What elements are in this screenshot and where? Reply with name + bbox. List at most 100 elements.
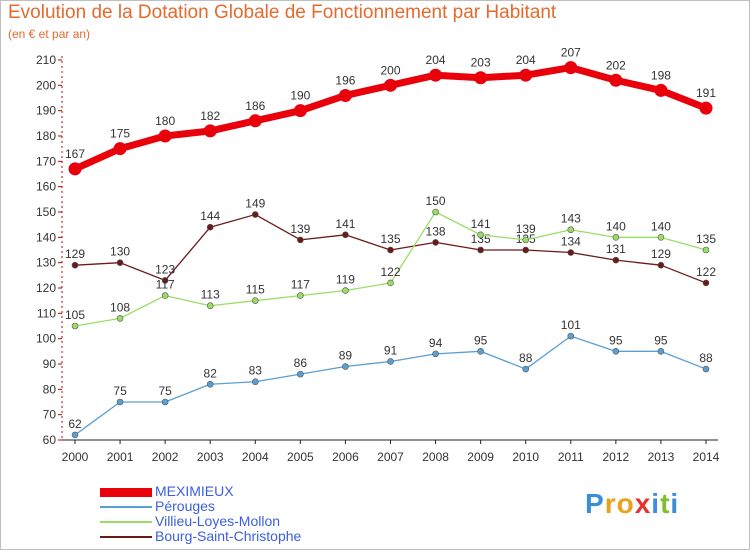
data-label: 88: [519, 351, 533, 365]
data-point: [654, 83, 668, 97]
data-label: 123: [155, 262, 175, 276]
data-point: [519, 68, 533, 82]
brand-letter: P: [585, 488, 605, 519]
data-point: [71, 261, 79, 269]
data-point: [342, 287, 349, 294]
data-label: 75: [113, 384, 127, 398]
data-point: [387, 279, 394, 287]
y-tick-label: 80: [43, 382, 57, 396]
data-label: 89: [339, 349, 353, 363]
data-point: [522, 365, 530, 373]
legend-swatch: [100, 506, 152, 508]
y-tick-label: 190: [36, 104, 56, 118]
data-point: [297, 236, 304, 244]
brand-letter: i: [651, 488, 661, 519]
data-label: 186: [245, 99, 265, 113]
data-label: 94: [429, 336, 443, 350]
x-tick-label: 2005: [287, 450, 314, 464]
data-label: 108: [110, 300, 130, 314]
legend-swatch: [100, 521, 152, 523]
legend-swatch: [100, 536, 152, 538]
y-tick-label: 60: [43, 433, 57, 447]
x-tick-label: 2002: [152, 450, 179, 464]
data-point: [297, 292, 304, 299]
data-point: [342, 231, 349, 239]
data-label: 175: [110, 127, 130, 141]
data-point: [161, 292, 169, 299]
data-label: 115: [246, 283, 265, 297]
legend-swatch: [100, 487, 152, 497]
data-label: 129: [65, 247, 85, 261]
x-tick-label: 2012: [603, 450, 630, 464]
data-label: 180: [155, 114, 175, 128]
data-point: [71, 322, 79, 330]
x-tick-label: 2009: [467, 450, 494, 464]
data-label: 113: [201, 288, 220, 302]
data-label: 95: [654, 333, 668, 347]
data-point: [612, 348, 620, 355]
data-point: [251, 297, 259, 304]
data-point: [116, 259, 124, 266]
y-tick-label: 70: [43, 408, 57, 422]
data-point: [68, 162, 82, 176]
y-tick-label: 90: [43, 357, 57, 371]
brand-letter: o: [616, 488, 635, 519]
data-label: 144: [200, 209, 220, 223]
data-label: 143: [561, 212, 581, 226]
data-label: 204: [516, 53, 536, 67]
y-tick-label: 140: [36, 230, 56, 244]
data-label: 117: [291, 278, 310, 292]
data-point: [699, 101, 713, 115]
data-label: 122: [380, 265, 400, 279]
data-label: 204: [426, 53, 446, 67]
data-point: [567, 332, 575, 340]
data-label: 117: [156, 278, 175, 292]
data-label: 139: [290, 222, 310, 236]
data-point: [161, 277, 169, 284]
data-label: 167: [65, 147, 85, 161]
data-label: 135: [696, 232, 716, 246]
data-label: 101: [561, 318, 581, 332]
data-label: 95: [609, 333, 623, 347]
data-label: 149: [245, 197, 265, 211]
data-label: 202: [606, 58, 626, 72]
data-point: [567, 226, 575, 234]
y-tick-label: 100: [36, 332, 56, 346]
data-label: 182: [200, 109, 220, 123]
brand-letter: x: [634, 488, 652, 519]
y-tick-label: 110: [37, 306, 56, 320]
data-point: [657, 348, 665, 355]
data-point: [612, 256, 620, 264]
brand-letter: t: [660, 488, 671, 519]
y-tick-label: 180: [36, 129, 56, 143]
data-label: 134: [561, 235, 581, 249]
data-point: [297, 370, 304, 378]
data-point: [432, 350, 439, 358]
data-point: [522, 246, 530, 254]
data-point: [206, 302, 214, 310]
x-tick-label: 2007: [377, 450, 404, 464]
proxiti-logo: Proxiti: [585, 488, 679, 520]
brand-letter: r: [604, 488, 617, 519]
x-tick-label: 2004: [242, 450, 269, 464]
data-label: 135: [380, 232, 400, 246]
data-point: [251, 378, 259, 386]
data-point: [474, 71, 488, 85]
data-point: [251, 211, 259, 218]
data-point: [432, 239, 439, 246]
data-point: [342, 363, 349, 370]
data-label: 86: [294, 356, 308, 370]
data-point: [702, 279, 710, 287]
data-label: 150: [426, 194, 446, 208]
data-label: 83: [249, 364, 263, 378]
data-point: [71, 431, 79, 439]
data-point: [113, 142, 127, 156]
data-point: [429, 68, 443, 82]
y-tick-label: 210: [36, 53, 56, 67]
data-label: 139: [516, 222, 536, 236]
data-point: [477, 246, 484, 254]
brand-letter: i: [670, 488, 680, 519]
data-point: [522, 236, 530, 244]
x-tick-label: 2003: [197, 450, 224, 464]
data-point: [338, 88, 352, 102]
